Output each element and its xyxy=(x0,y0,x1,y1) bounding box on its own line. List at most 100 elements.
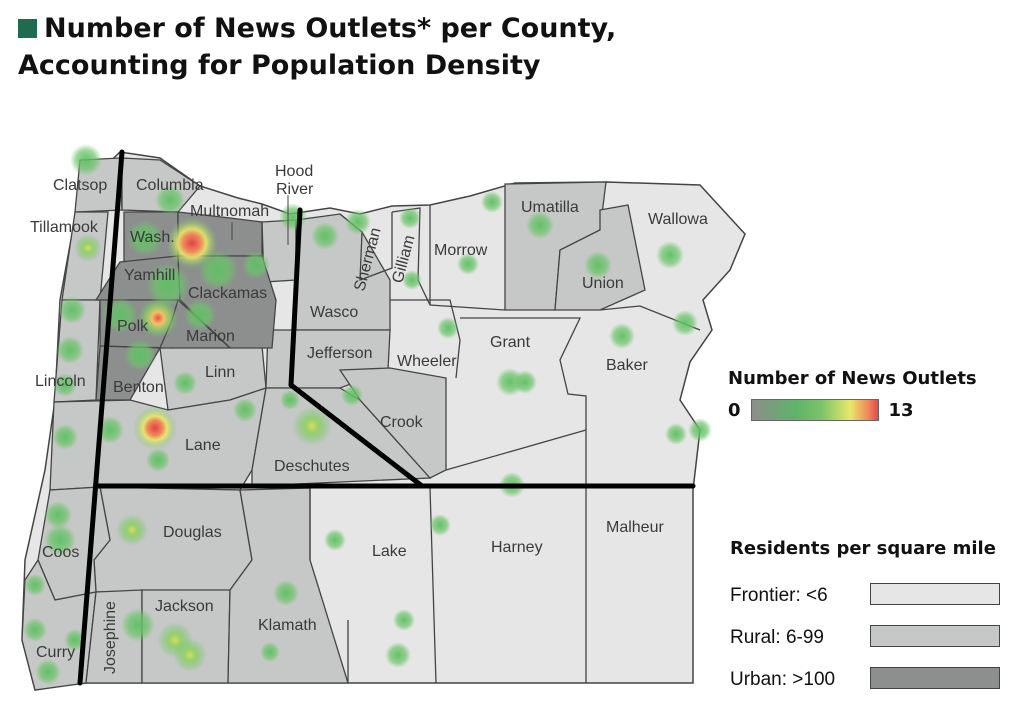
divider-central xyxy=(288,382,425,489)
gradient-scale: 0 13 xyxy=(728,399,1018,421)
heat-point xyxy=(292,406,332,446)
county-label-malheur: Malheur xyxy=(606,519,664,536)
county-label-grant: Grant xyxy=(490,334,531,351)
news-outlet-heatmap xyxy=(23,144,712,685)
heat-point xyxy=(273,580,299,606)
density-legend-title: Residents per square mile xyxy=(730,538,996,559)
heat-point xyxy=(155,185,185,215)
news-outlets-legend-title: Number of News Outlets xyxy=(728,368,977,389)
county-label-crook: Crook xyxy=(380,414,424,431)
county-label-wasco: Wasco xyxy=(310,304,358,321)
county-label-klamath: Klamath xyxy=(258,617,317,634)
divider-coast xyxy=(77,149,125,686)
county-label-tillamook: Tillamook xyxy=(30,219,99,236)
county-label-columbia: Columbia xyxy=(136,177,204,194)
legend-item-frontier: Frontier: <6 xyxy=(730,579,1010,612)
county-label-harney: Harney xyxy=(491,539,543,556)
county-label-coos: Coos xyxy=(42,544,79,561)
heat-point xyxy=(584,251,612,279)
heat-point xyxy=(672,310,698,336)
heat-point xyxy=(44,501,72,529)
county-label-union: Union xyxy=(582,275,624,292)
county-label-wheeler: Wheeler xyxy=(397,353,457,370)
county-label-clatsop: Clatsop xyxy=(53,177,107,194)
heat-point xyxy=(173,371,197,395)
heat-point xyxy=(345,209,371,235)
heat-point xyxy=(399,207,421,229)
news-outlets-legend: Number of News Outlets 0 13 xyxy=(728,368,1018,421)
map-title-line-1: Number of News Outlets* per County, xyxy=(18,10,616,47)
heat-point xyxy=(74,234,102,262)
heat-point xyxy=(233,398,257,422)
gradient-max-label: 13 xyxy=(888,399,914,421)
county-label-benton: Benton xyxy=(113,379,164,396)
heat-point xyxy=(324,529,346,551)
county-label-clackamas: Clackamas xyxy=(188,285,267,302)
title-block: Number of News Outlets* per County, Acco… xyxy=(18,10,616,84)
county-label-multnomah: Multnomah xyxy=(190,203,269,220)
heat-point xyxy=(127,220,163,256)
heat-point xyxy=(35,659,61,685)
county-label-hood-river-line2: River xyxy=(276,181,314,198)
county-label-wallowa: Wallowa xyxy=(648,211,708,228)
county-label-umatilla: Umatilla xyxy=(521,199,579,216)
heat-point xyxy=(437,317,459,339)
county-label-marion: Marion xyxy=(186,328,235,345)
county-label-morrow: Morrow xyxy=(434,242,488,259)
heat-point xyxy=(311,222,339,250)
heat-point xyxy=(513,370,537,394)
heat-point xyxy=(124,339,156,371)
county-label-lake: Lake xyxy=(372,543,407,560)
map-title-text-1: Number of News Outlets* per County, xyxy=(44,13,617,44)
legend-item-rural: Rural: 6-99 xyxy=(730,621,1010,654)
heat-point xyxy=(665,423,687,445)
heat-point xyxy=(23,618,47,642)
heat-point xyxy=(173,638,207,672)
county-label-jackson: Jackson xyxy=(155,598,214,615)
heat-point xyxy=(24,574,46,596)
heat-point xyxy=(52,424,78,450)
legend-swatch-frontier xyxy=(870,583,1000,605)
heat-point xyxy=(385,642,411,668)
heat-point xyxy=(260,642,280,662)
region-dividers xyxy=(77,149,696,686)
county-label-baker: Baker xyxy=(606,357,648,374)
county-label-hood-river-line1: Hood xyxy=(275,163,313,180)
heat-point xyxy=(133,406,177,450)
gradient-min-label: 0 xyxy=(728,399,741,421)
county-label-linn: Linn xyxy=(205,364,235,381)
heat-point xyxy=(242,251,270,279)
county-label-lane: Lane xyxy=(185,437,221,454)
heat-point xyxy=(341,384,363,406)
county-label-josephine: Josephine xyxy=(102,601,119,674)
county-label-deschutes: Deschutes xyxy=(274,458,350,475)
gradient-color-bar xyxy=(750,399,879,421)
county-label-washington: Wash. xyxy=(130,229,175,246)
county-label-douglas: Douglas xyxy=(163,524,222,541)
county-label-yamhill: Yamhill xyxy=(124,267,175,284)
heat-point xyxy=(70,144,102,176)
heat-point xyxy=(44,524,76,556)
heat-point xyxy=(138,298,178,338)
heat-point xyxy=(146,448,170,472)
heat-point xyxy=(58,296,86,324)
heat-point xyxy=(116,514,148,546)
heat-point xyxy=(279,203,307,231)
heat-point xyxy=(121,608,155,642)
legend-swatch-urban xyxy=(870,667,1000,689)
heat-point xyxy=(526,211,554,239)
heat-point xyxy=(146,263,190,307)
heat-point xyxy=(688,418,712,442)
heat-point xyxy=(56,336,84,364)
county-label-lincoln: Lincoln xyxy=(35,373,86,390)
map-title-line-2: Accounting for Population Density xyxy=(18,50,541,81)
heat-point xyxy=(481,191,503,213)
legend-label-rural: Rural: 6-99 xyxy=(730,627,824,648)
heat-point xyxy=(429,514,451,536)
legend-item-urban: Urban: >100 xyxy=(730,663,1010,696)
heat-point xyxy=(457,253,479,275)
county-label-curry: Curry xyxy=(36,644,75,661)
legend-swatch-rural xyxy=(870,625,1000,647)
legend-label-frontier: Frontier: <6 xyxy=(730,585,828,606)
title-marker-square xyxy=(18,19,37,38)
